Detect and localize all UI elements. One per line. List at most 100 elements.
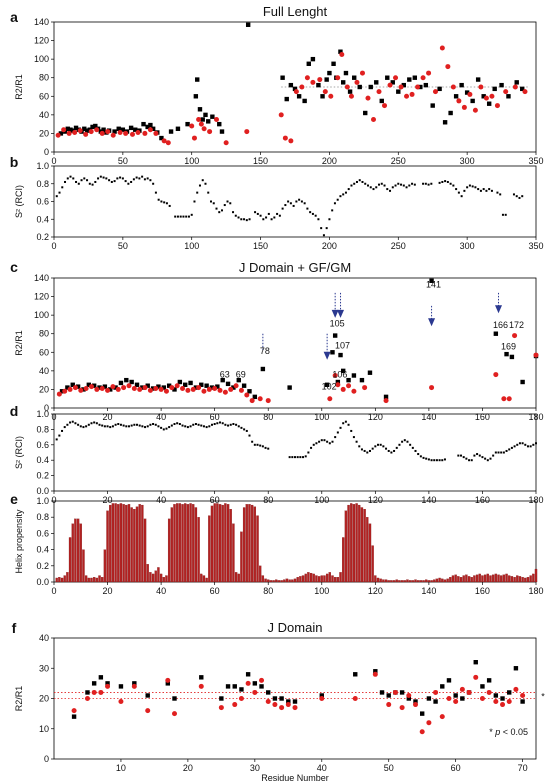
helix-bar [317,576,321,583]
data-point-black [286,699,291,704]
data-point [264,446,267,449]
data-point [378,183,381,186]
helix-bar [470,577,473,583]
data-point-black [112,129,117,134]
data-point [395,446,398,449]
data-point [452,184,455,187]
x-tick-label: 140 [421,412,436,422]
x-tick-label: 250 [391,241,406,251]
helix-bar [267,579,270,583]
arrow-head [323,351,331,360]
helix-bar [173,504,176,583]
y-tick-label: 100 [34,54,49,64]
helix-bar [250,504,254,583]
data-point-black [332,333,338,338]
data-point-black [134,382,140,387]
helix-bar [109,504,112,583]
data-point [160,200,163,203]
data-point [276,212,279,215]
data-point [328,442,331,445]
data-point [240,218,243,221]
x-tick-label: 0 [51,586,56,596]
data-point-red [191,135,197,141]
data-point-red [413,702,418,708]
data-point [427,183,430,186]
data-point [182,215,185,218]
data-point-red [446,696,452,701]
helix-bar [422,580,425,583]
data-point-black [65,385,70,390]
data-point [355,440,358,443]
data-point [430,182,433,185]
data-point [468,184,471,187]
data-point-red [245,680,251,686]
data-point [165,427,168,430]
helix-bar [371,545,374,583]
helix-bar [261,575,265,583]
data-point [152,182,155,185]
x-tick-label: 200 [322,241,337,251]
data-point [386,188,389,191]
data-point-red [265,398,271,404]
data-point [227,424,230,427]
helix-bar [58,577,61,583]
helix-bar [323,575,326,583]
data-point [443,458,446,461]
data-point [524,443,527,446]
y-tick-label: 0.6 [36,440,49,450]
data-point [124,180,127,183]
data-point [234,214,237,217]
y-tick-label: 0.4 [36,455,49,465]
data-point [152,423,155,426]
data-point [193,200,196,203]
helix-bar [210,505,214,583]
data-point-red [185,387,191,393]
data-point [281,207,284,210]
helix-bar [176,503,179,583]
data-point [157,198,160,201]
helix-bar [449,577,452,583]
arrow-head [331,309,339,318]
data-point-black [193,94,199,99]
helix-bar [264,578,267,583]
data-point [504,213,507,216]
data-point [339,195,342,198]
data-point-black [406,696,412,701]
data-point-red [165,677,171,683]
data-point [66,423,69,426]
data-point-red [180,386,186,391]
data-point [259,214,262,217]
data-point [307,451,310,454]
x-tick-label: 20 [103,586,113,596]
data-point-black [185,121,190,127]
data-point [135,176,138,179]
data-point [256,212,259,215]
helix-bar [400,580,404,583]
data-point [69,175,72,178]
data-point [221,209,224,212]
data-point-black [133,127,138,132]
data-point-red [94,386,100,392]
data-point [465,457,468,460]
data-point-black [168,129,174,134]
y-tick-label: 40 [39,366,49,376]
helix-bar [473,575,476,583]
data-point-red [310,79,316,85]
data-point-red [432,89,438,95]
data-point [190,213,193,216]
data-point [489,457,492,460]
data-point-red [365,95,371,101]
data-point-red [105,683,111,689]
helix-bar [497,574,500,583]
data-point-black [252,394,258,400]
helix-bar [55,577,58,583]
data-point-black [419,711,425,716]
data-point-black [120,127,126,132]
data-point-black [486,678,492,683]
helix-bar [304,573,307,583]
panel-b: b0.20.40.60.81.00 50 100 150 200 250 300 350S² … [10,154,544,251]
helix-bar [277,580,281,583]
helix-bar [226,504,230,583]
data-point-red [110,132,116,138]
data-point-black [266,690,271,695]
